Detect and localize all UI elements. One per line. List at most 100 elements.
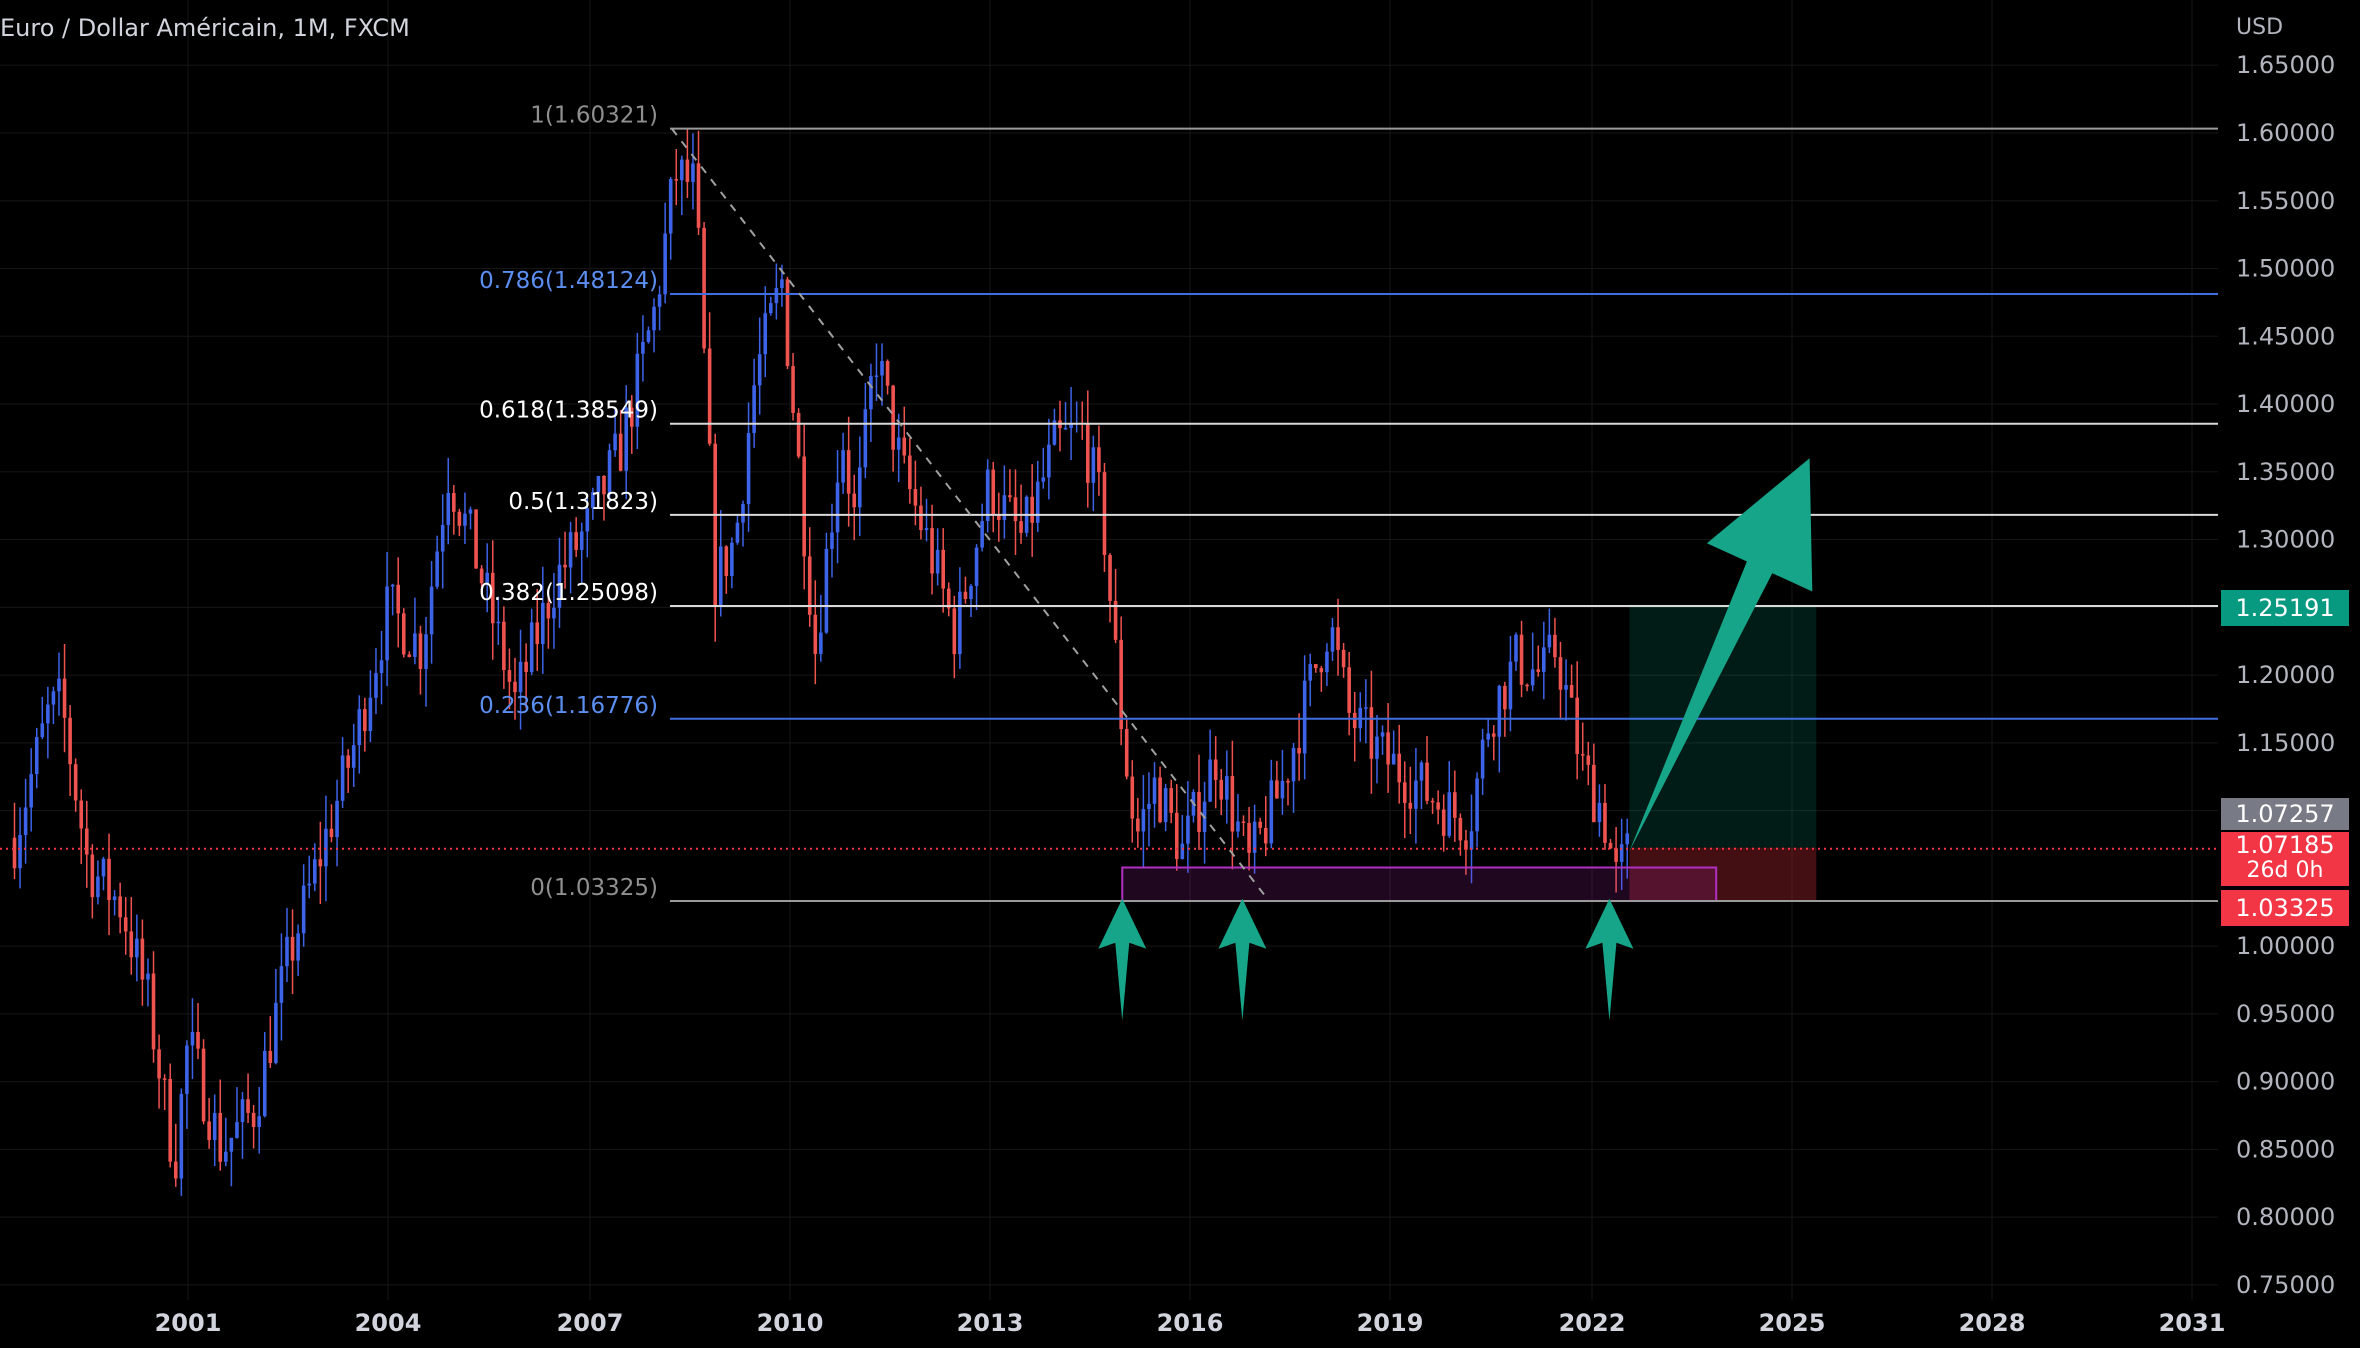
candle-body — [902, 437, 907, 456]
candle-body — [869, 376, 873, 410]
candle-body — [1319, 668, 1324, 673]
price-tick-label: 1.40000 — [2236, 390, 2335, 418]
candle-body — [1369, 707, 1374, 759]
candle-body — [969, 585, 973, 600]
candle-body — [791, 366, 795, 413]
candle-body — [741, 504, 745, 523]
candle-body — [1580, 754, 1585, 756]
candle-body — [340, 755, 345, 801]
candle-body — [1297, 747, 1301, 754]
candle-body — [1352, 712, 1357, 729]
candle-body — [1241, 821, 1246, 824]
candle-body — [307, 883, 312, 886]
axis-currency-label: USD — [2236, 15, 2283, 40]
candle-body — [724, 546, 729, 577]
candle-body — [518, 661, 523, 693]
candle-body — [479, 568, 484, 584]
price-tick-label: 1.65000 — [2236, 51, 2335, 79]
candle-body — [62, 678, 67, 718]
candle-body — [135, 938, 139, 958]
candle-body — [1325, 651, 1329, 673]
candle-body — [1480, 739, 1485, 779]
candle-body — [830, 532, 834, 549]
candle-body — [1608, 842, 1613, 849]
candle-body — [1236, 821, 1240, 832]
time-tick-label: 2019 — [1357, 1309, 1424, 1337]
grid — [0, 0, 2218, 1300]
candle-body — [602, 475, 606, 495]
candle-body — [1230, 776, 1235, 832]
candle-body — [1491, 733, 1496, 737]
candle-body — [963, 591, 968, 600]
candle-body — [1158, 777, 1162, 823]
candle-body — [196, 1031, 200, 1049]
candle-body — [268, 1050, 273, 1063]
candle-body — [1113, 600, 1118, 640]
fib-level-label: 0.236(1.16776) — [479, 693, 658, 719]
candle-body — [1141, 809, 1146, 832]
candle-body — [1414, 780, 1418, 809]
candle-body — [235, 1122, 239, 1138]
candle-body — [1091, 447, 1096, 483]
candle-body — [446, 492, 451, 525]
candle-body — [452, 492, 456, 512]
current-price-badge: 1.07185 26d 0h — [2221, 832, 2349, 886]
target-price-badge: 1.25191 — [2221, 590, 2349, 626]
candle-body — [908, 455, 912, 490]
candle-body — [274, 1002, 278, 1063]
candle-body — [1519, 634, 1524, 685]
candle-body — [1152, 777, 1157, 804]
candle-body — [846, 450, 851, 494]
candle-body — [435, 551, 439, 587]
fib-level-label: 0.786(1.48124) — [479, 268, 658, 294]
candle-body — [785, 279, 790, 367]
candle-body — [835, 482, 840, 533]
fib-level-label: 1(1.60321) — [530, 103, 658, 129]
candle-body — [324, 828, 328, 867]
candle-body — [1136, 818, 1140, 832]
candle-body — [596, 475, 601, 493]
candle-body — [1592, 764, 1596, 823]
candle-body — [563, 564, 567, 568]
price-axis[interactable]: USD 1.65000 1.60000 1.55000 1.50000 1.45000 1.… — [2236, 15, 2335, 1299]
candle-body — [819, 632, 823, 654]
candle-body — [502, 621, 506, 671]
price-tick-label: 1.35000 — [2236, 458, 2335, 486]
candle-body — [474, 509, 478, 569]
candle-body — [1486, 733, 1490, 740]
candle-body — [190, 1031, 195, 1046]
candle-body — [635, 353, 640, 427]
candle-body — [57, 678, 61, 692]
time-axis[interactable]: 2001 2004 2007 2010 2013 2016 2019 2022 2025 2028… — [155, 1309, 2226, 1337]
candle-body — [251, 1112, 256, 1128]
candle-body — [691, 163, 695, 182]
candle-body — [1541, 647, 1546, 672]
candle-body — [240, 1099, 245, 1123]
candle-body — [301, 885, 306, 934]
candle-body — [857, 467, 862, 508]
candle-body — [574, 532, 578, 550]
candle-body — [1469, 831, 1474, 850]
candle-body — [1503, 685, 1507, 710]
candle-body — [1553, 634, 1557, 658]
candle-body — [1052, 420, 1057, 445]
candle-body — [335, 800, 339, 838]
candle-body — [707, 348, 712, 444]
price-tick-label: 1.50000 — [2236, 255, 2335, 283]
candle-body — [218, 1113, 223, 1162]
candle-body — [680, 159, 684, 181]
candle-body — [552, 607, 556, 619]
candle-body — [46, 704, 50, 724]
candle-body — [146, 973, 150, 980]
price-tick-label: 0.90000 — [2236, 1068, 2335, 1096]
candle-body — [891, 385, 895, 450]
candle-body — [802, 456, 806, 557]
candle-body — [924, 528, 929, 531]
candle-body — [607, 450, 612, 495]
price-tick-label: 1.20000 — [2236, 661, 2335, 689]
candle-body — [1013, 497, 1018, 522]
time-tick-label: 2001 — [155, 1309, 222, 1337]
time-tick-label: 2022 — [1559, 1309, 1626, 1337]
candle-body — [207, 1121, 211, 1141]
